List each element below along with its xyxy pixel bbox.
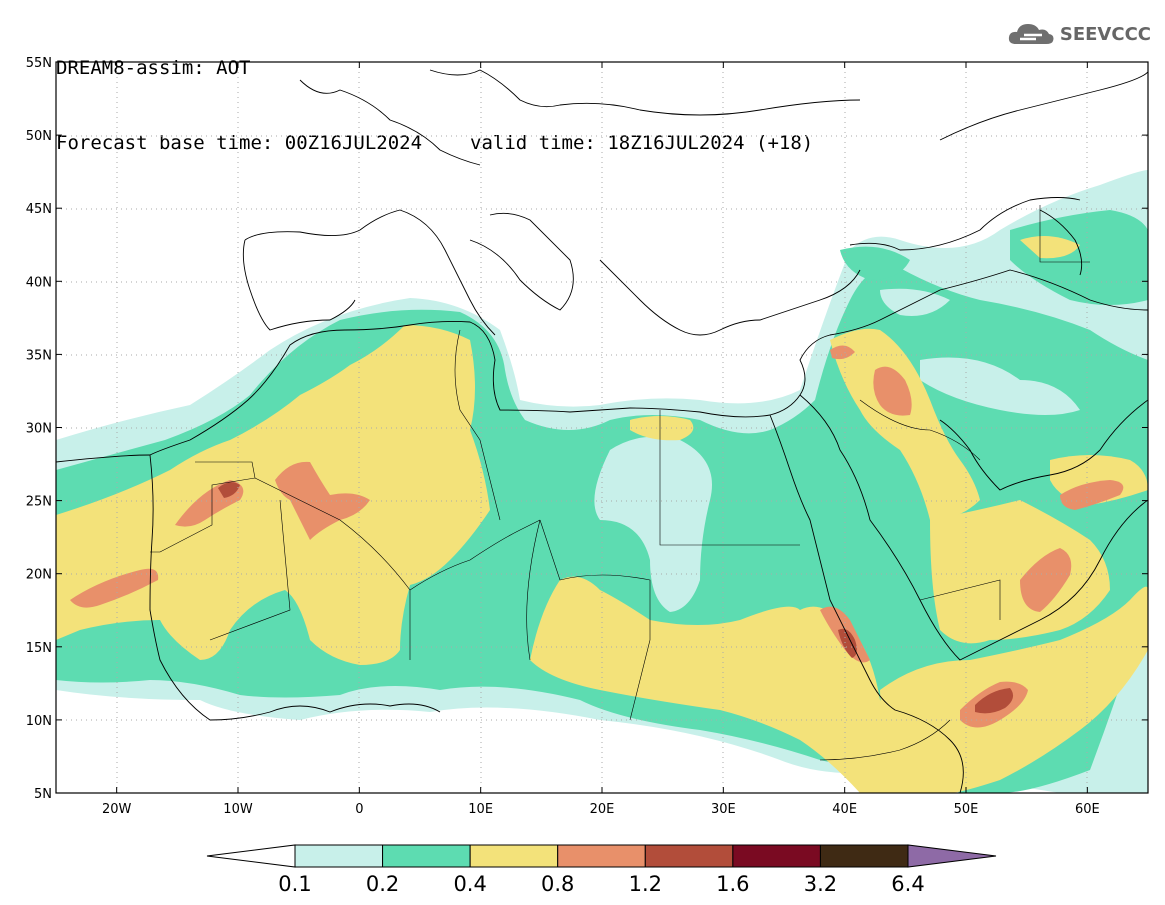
- lon-label: 20W: [102, 802, 132, 817]
- lon-label: 0: [355, 802, 363, 817]
- colorbar-swatch: [644, 844, 734, 868]
- map-header: DREAM8-assim: AOT Forecast base time: 00…: [56, 6, 813, 181]
- colorbar-label: 0.2: [366, 872, 399, 896]
- lon-label: 10E: [468, 802, 493, 817]
- lon-labels: 20W 10W 0 10E 20E 30E 40E 50E 60E: [102, 802, 1100, 817]
- graticule: [56, 62, 1148, 793]
- colorbar-label: 3.2: [804, 872, 837, 896]
- lon-label: 30E: [711, 802, 736, 817]
- lat-label: 25N: [26, 495, 52, 510]
- colorbar-swatch: [819, 844, 909, 868]
- valid-time: valid time: 18Z16JUL2024 (+18): [470, 132, 814, 154]
- lat-label: 40N: [26, 275, 52, 290]
- lat-label: 55N: [26, 56, 52, 71]
- lat-label: 45N: [26, 202, 52, 217]
- lon-ticks: [116, 62, 1088, 793]
- lat-labels: 55N 50N 45N 40N 35N 30N 25N 20N 15N 10N 5N: [26, 56, 52, 802]
- lat-label: 10N: [26, 714, 52, 729]
- colorbar-swatch: [294, 844, 384, 868]
- coastlines: [56, 69, 1148, 793]
- aot-1.2-band: [218, 482, 1014, 714]
- colorbar-label: 6.4: [891, 872, 924, 896]
- lon-label: 40E: [832, 802, 857, 817]
- colorbar-swatch: [382, 844, 471, 868]
- forecast-base-time: Forecast base time: 00Z16JUL2024: [56, 132, 423, 154]
- colorbar-label: 0.8: [541, 872, 574, 896]
- logo-text: SEEVCCC: [1059, 23, 1151, 45]
- colorbar-swatch: [557, 844, 646, 868]
- colorbar-over-arrow: [907, 844, 997, 868]
- cloud-icon: [1008, 24, 1054, 44]
- colorbar-under-arrow: [206, 844, 296, 868]
- borders: [150, 205, 1090, 761]
- lat-label: 30N: [26, 422, 52, 437]
- seevccc-logo: SEEVCCC: [1006, 20, 1151, 48]
- colorbar-label: 0.1: [278, 872, 311, 896]
- aot-field: [56, 170, 1148, 793]
- lat-label: 15N: [26, 641, 52, 656]
- lat-ticks: [56, 61, 1148, 794]
- colorbar-labels: 0.1 0.2 0.4 0.8 1.2 1.6 3.2 6.4: [278, 872, 924, 896]
- lat-label: 5N: [34, 787, 52, 802]
- colorbar-label: 1.2: [629, 872, 662, 896]
- colorbar-label: 1.6: [716, 872, 749, 896]
- lat-label: 20N: [26, 568, 52, 583]
- lon-label: 10W: [223, 802, 253, 817]
- lon-label: 20E: [590, 802, 615, 817]
- lat-label: 35N: [26, 348, 52, 363]
- colorbar-label: 0.4: [453, 872, 486, 896]
- lat-label: 50N: [26, 129, 52, 144]
- colorbar-swatch: [469, 844, 559, 868]
- lon-label: 50E: [954, 802, 979, 817]
- lon-label: 60E: [1075, 802, 1100, 817]
- colorbar-swatch: [732, 844, 821, 868]
- colorbar: [206, 844, 997, 868]
